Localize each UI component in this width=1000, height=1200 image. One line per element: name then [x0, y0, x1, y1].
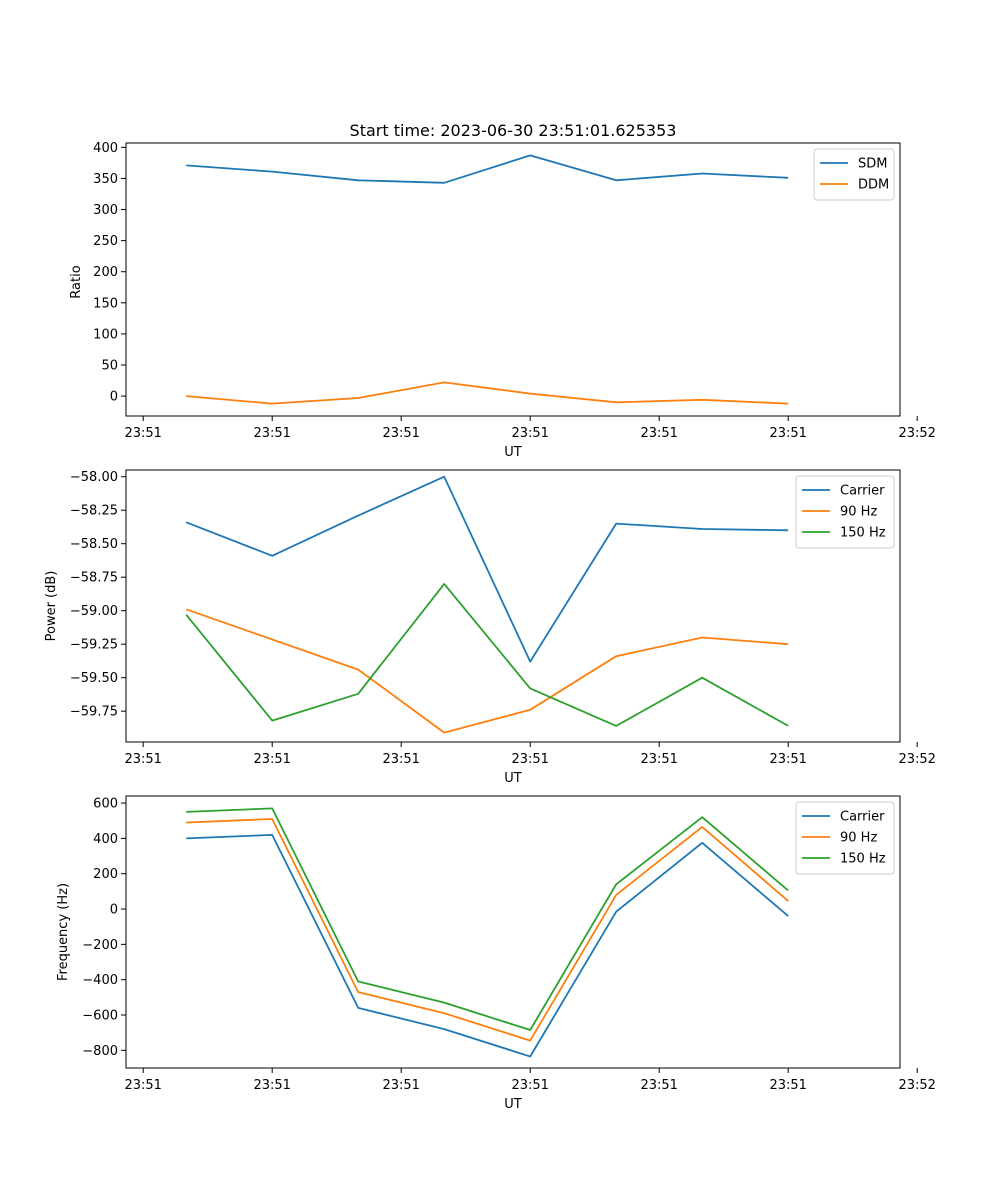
y-tick-label: 0	[110, 390, 118, 405]
y-tick-label: −400	[82, 973, 118, 988]
panel-power: Power (dB) UT 23:51 23:51 23:51 23:51 23:51 2…	[44, 469, 936, 786]
chart-title: Start time: 2023-06-30 23:51:01.625353	[350, 121, 677, 140]
tick-group: 23:51 23:51 23:51 23:51 23:51 23:51 23:52 −59.7…	[70, 470, 936, 767]
y-tick-label: −59.50	[70, 671, 118, 686]
legend-box	[795, 801, 895, 875]
tick-group: 23:51 23:51 23:51 23:51 23:51 23:51 23:52 0 50 10…	[93, 141, 936, 441]
y-tick-label: 400	[93, 141, 118, 156]
x-tick-label: 23:51	[769, 1078, 806, 1093]
legend-label: 150 Hz	[840, 526, 886, 541]
series-line-1	[186, 834, 789, 1058]
x-axis-label: UT	[504, 445, 522, 460]
legend: SDM DDM	[813, 148, 895, 201]
legend-label: DDM	[858, 178, 889, 193]
y-tick-label: 350	[93, 172, 118, 187]
series-line-3	[185, 583, 789, 727]
legend: Carrier 90 Hz 150 Hz	[795, 475, 895, 549]
panel-frequency: Frequency (Hz) UT 23:51 23:51 23:51 23:51 23…	[56, 795, 936, 1112]
panel-ratio: Start time: 2023-06-30 23:51:01.625353 R…	[69, 121, 936, 460]
y-axis-label: Ratio	[69, 265, 84, 298]
x-tick-label: 23:51	[769, 752, 806, 767]
x-axis-label: UT	[504, 771, 522, 786]
x-tick-label: 23:51	[640, 752, 677, 767]
x-tick-label: 23:51	[769, 426, 806, 441]
series-lines	[186, 807, 789, 1058]
x-tick-label: 23:51	[382, 426, 419, 441]
legend-box	[795, 475, 895, 549]
y-tick-label: −59.00	[70, 604, 118, 619]
x-tick-label: 23:51	[253, 1078, 290, 1093]
y-tick-label: −58.00	[70, 470, 118, 485]
legend-label: 150 Hz	[840, 852, 886, 867]
x-tick-label: 23:52	[898, 426, 935, 441]
x-axis-label: UT	[504, 1097, 522, 1112]
plot-frame	[125, 469, 901, 743]
x-tick-label: 23:51	[511, 1078, 548, 1093]
legend-label: 90 Hz	[840, 505, 877, 520]
series-lines	[185, 475, 789, 734]
x-tick-label: 23:51	[640, 426, 677, 441]
legend-label: Carrier	[840, 810, 885, 825]
y-tick-label: 600	[93, 797, 118, 812]
x-tick-label: 23:51	[382, 752, 419, 767]
x-tick-label: 23:51	[124, 1078, 161, 1093]
x-tick-label: 23:51	[253, 752, 290, 767]
y-tick-label: −200	[82, 938, 118, 953]
x-tick-label: 23:51	[253, 426, 290, 441]
legend: Carrier 90 Hz 150 Hz	[795, 801, 895, 875]
plot-frame	[125, 795, 901, 1069]
y-tick-label: 250	[93, 234, 118, 249]
x-tick-label: 23:51	[640, 1078, 677, 1093]
y-tick-label: 400	[93, 832, 118, 847]
legend-box	[813, 148, 895, 201]
x-tick-label: 23:51	[511, 752, 548, 767]
y-axis-label: Frequency (Hz)	[56, 883, 71, 981]
x-tick-label: 23:52	[898, 1078, 935, 1093]
y-tick-label: 0	[110, 903, 118, 918]
y-tick-label: 100	[93, 327, 118, 342]
x-tick-label: 23:51	[124, 426, 161, 441]
y-tick-label: 150	[93, 296, 118, 311]
x-tick-label: 23:51	[124, 752, 161, 767]
y-tick-label: −58.25	[70, 504, 118, 519]
y-tick-label: −58.50	[70, 537, 118, 552]
legend-label: 90 Hz	[840, 831, 877, 846]
y-tick-label: −59.75	[70, 705, 118, 720]
y-tick-label: −800	[82, 1044, 118, 1059]
x-tick-label: 23:51	[511, 426, 548, 441]
series-line-1	[186, 154, 789, 184]
series-lines	[186, 154, 789, 405]
series-line-2	[186, 381, 789, 405]
x-tick-label: 23:51	[382, 1078, 419, 1093]
y-tick-label: 200	[93, 867, 118, 882]
series-line-1	[185, 475, 789, 663]
plot-frame	[125, 142, 901, 417]
tick-group: 23:51 23:51 23:51 23:51 23:51 23:51 23:52 −800 −…	[82, 797, 936, 1093]
y-tick-label: −59.25	[70, 638, 118, 653]
y-axis-label: Power (dB)	[44, 571, 59, 642]
y-tick-label: 300	[93, 203, 118, 218]
legend-label: SDM	[858, 157, 887, 172]
x-tick-label: 23:52	[898, 752, 935, 767]
y-tick-label: 50	[101, 359, 118, 374]
legend-label: Carrier	[840, 484, 885, 499]
series-line-3	[186, 807, 789, 1031]
series-line-2	[186, 818, 789, 1042]
y-tick-label: −600	[82, 1009, 118, 1024]
series-line-2	[185, 608, 789, 734]
y-tick-label: −58.75	[70, 571, 118, 586]
y-tick-label: 200	[93, 265, 118, 280]
